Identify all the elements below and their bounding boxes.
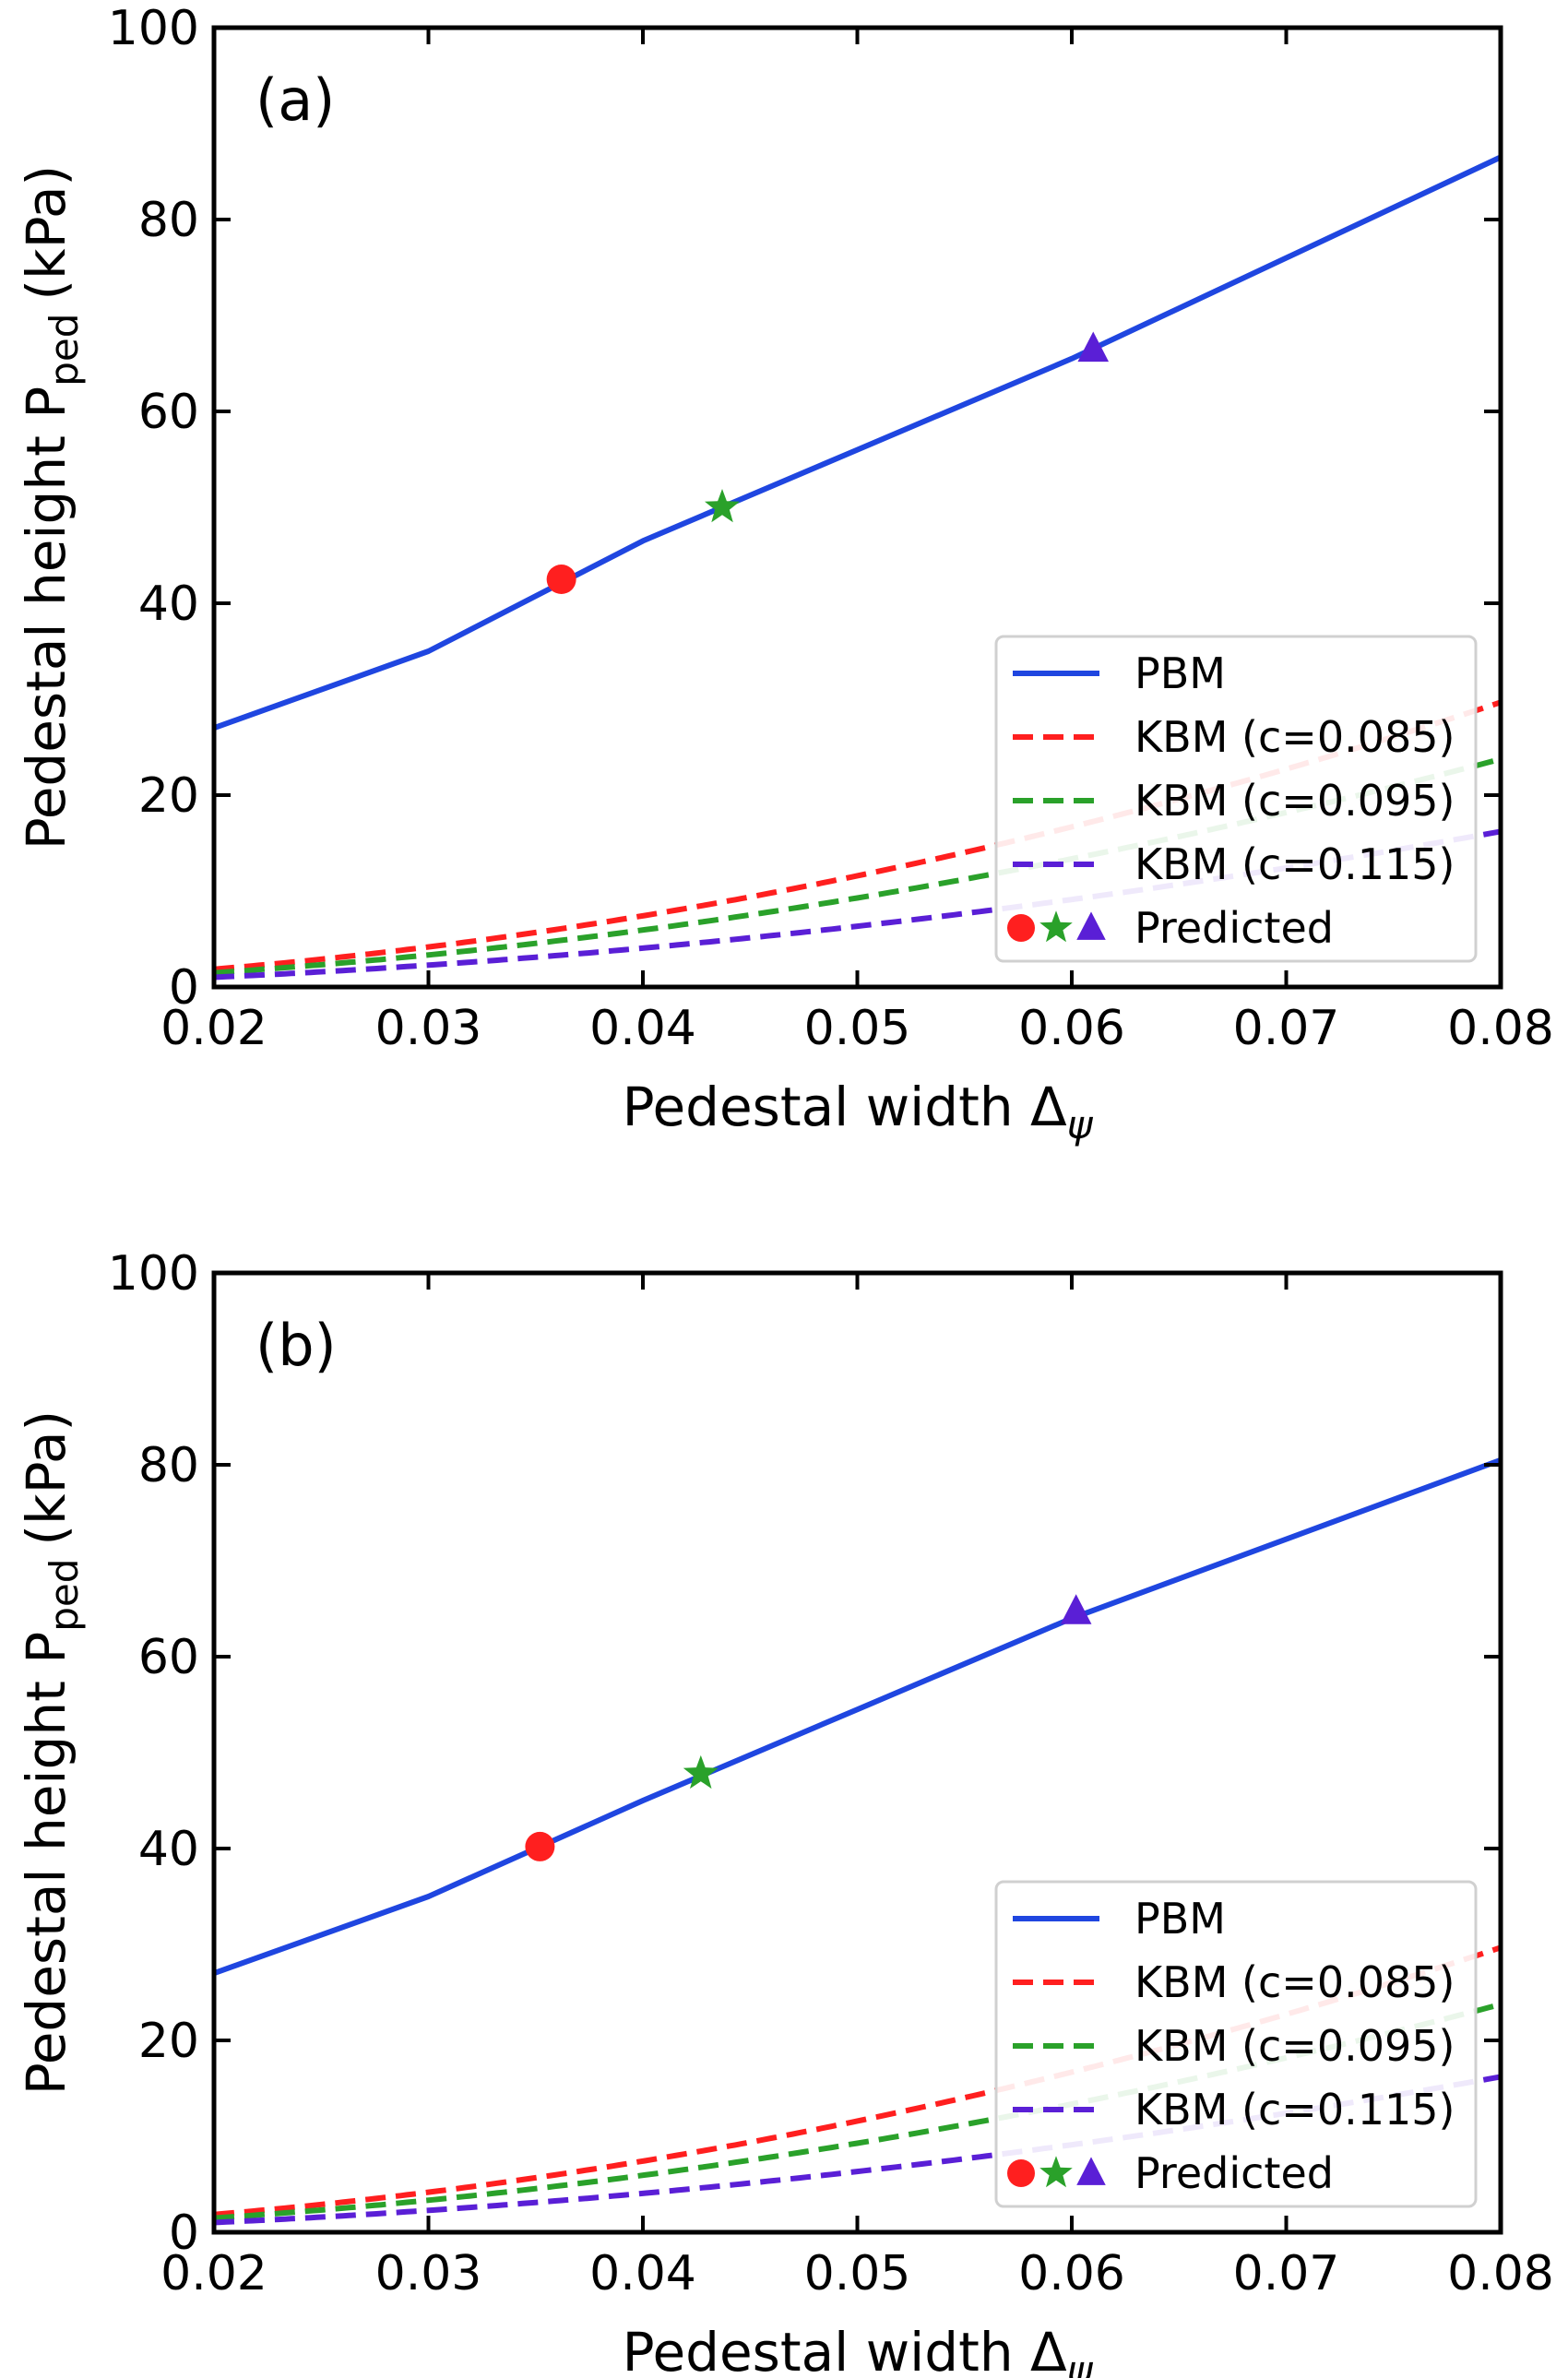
x-axis-label-main: Pedestal width Δ (623, 2321, 1067, 2378)
legend-triangle-marker (1076, 911, 1106, 940)
legend-item: KBM (c=0.115) (1013, 839, 1455, 889)
y-tick-label: 20 (138, 2014, 199, 2069)
y-axis-label-sub: ped (42, 314, 87, 386)
y-axis-label: Pedestal height Pped (kPa) (15, 165, 87, 850)
y-axis-label-unit: (kPa) (15, 165, 77, 301)
y-tick-label: 40 (138, 1822, 199, 1877)
predicted-triangle-marker (1077, 331, 1110, 363)
legend-item: KBM (c=0.095) (1013, 776, 1455, 826)
predicted-circle-marker (525, 1831, 555, 1861)
x-tick-label: 0.06 (1018, 1001, 1125, 1056)
legend-item: KBM (c=0.095) (1013, 2021, 1455, 2071)
x-tick-label: 0.02 (160, 1001, 267, 1056)
legend: PBM KBM (c=0.085) KBM (c=0.095) KBM (c=0.11… (994, 1880, 1478, 2208)
legend-label: PBM (1134, 648, 1226, 698)
x-axis-label-main: Pedestal width Δ (623, 1076, 1067, 1138)
legend-item: Predicted (1007, 2148, 1334, 2198)
x-tick-label: 0.07 (1233, 1001, 1340, 1056)
legend-label: KBM (c=0.085) (1134, 712, 1455, 762)
x-axis-label-sub: ψ (1067, 2348, 1094, 2378)
y-tick-label: 0 (169, 960, 199, 1016)
chart-panel-a: 0.02 0.03 0.04 0.05 0.06 0.07 0.08 0 20 40 60 80 100… (15, 1, 1554, 1147)
legend-item: KBM (c=0.085) (1013, 1957, 1455, 2007)
x-tick-label: 0.05 (804, 2246, 911, 2301)
y-tick-label: 60 (138, 1630, 199, 1685)
panel-label: (a) (255, 66, 335, 134)
y-tick-label: 40 (138, 577, 199, 632)
y-axis-label: Pedestal height Pped (kPa) (15, 1410, 87, 2095)
legend-item: KBM (c=0.085) (1013, 712, 1455, 762)
predicted-star-marker (705, 489, 740, 523)
legend-label: PBM (1134, 1894, 1226, 1944)
legend: PBM KBM (c=0.085) KBM (c=0.095) KBM (c=0.11… (994, 635, 1478, 963)
x-axis-label-sub: ψ (1067, 1102, 1094, 1147)
series-line (214, 1457, 1501, 1977)
x-axis-label: Pedestal width Δψ (623, 2321, 1094, 2378)
legend-item: PBM (1013, 648, 1226, 698)
chart-panel-b: 0.02 0.03 0.04 0.05 0.06 0.07 0.08 0 20 40 60 80 100… (15, 1246, 1554, 2378)
series-line (214, 154, 1501, 731)
legend-circle-marker (1007, 914, 1035, 942)
legend-label: KBM (c=0.095) (1134, 776, 1455, 826)
legend-triangle-marker (1076, 2157, 1106, 2185)
x-tick-label: 0.04 (589, 1001, 696, 1056)
y-tick-label: 80 (138, 193, 199, 248)
x-tick-label: 0.05 (804, 1001, 911, 1056)
y-tick-label: 100 (108, 1246, 199, 1302)
legend-label: Predicted (1134, 903, 1334, 953)
series-line (214, 1944, 1501, 2217)
legend-label: KBM (c=0.085) (1134, 1957, 1455, 2007)
legend-box (994, 635, 1478, 963)
legend-label: KBM (c=0.115) (1134, 2085, 1455, 2134)
y-tick-label: 20 (138, 768, 199, 824)
x-tick-label: 0.08 (1447, 2246, 1554, 2301)
x-tick-label: 0.06 (1018, 2246, 1125, 2301)
x-axis-label: Pedestal width Δψ (623, 1076, 1094, 1147)
y-axis-label-sub: ped (42, 1559, 87, 1632)
x-tick-label: 0.03 (375, 2246, 482, 2301)
legend-item: PBM (1013, 1894, 1226, 1944)
x-tick-label: 0.02 (160, 2246, 267, 2301)
predicted-triangle-marker (1060, 1594, 1092, 1624)
series-line (214, 699, 1501, 972)
y-tick-label: 80 (138, 1438, 199, 1493)
x-tick-label: 0.08 (1447, 1001, 1554, 1056)
x-tick-label: 0.07 (1233, 2246, 1340, 2301)
panel-label: (b) (255, 1312, 337, 1379)
legend-label: KBM (c=0.095) (1134, 2021, 1455, 2071)
y-tick-label: 60 (138, 385, 199, 440)
legend-item: Predicted (1007, 903, 1334, 953)
legend-star-marker (1039, 2156, 1073, 2188)
legend-item: KBM (c=0.115) (1013, 2085, 1455, 2134)
y-axis-label-main: Pedestal height P (15, 1632, 77, 2095)
legend-circle-marker (1007, 2159, 1035, 2187)
legend-star-marker (1039, 910, 1073, 943)
legend-label: KBM (c=0.115) (1134, 839, 1455, 889)
predicted-circle-marker (546, 565, 576, 594)
x-tick-label: 0.03 (375, 1001, 482, 1056)
predicted-star-marker (683, 1754, 719, 1789)
y-axis-label-unit: (kPa) (15, 1410, 77, 1546)
legend-label: Predicted (1134, 2148, 1334, 2198)
legend-box (994, 1880, 1478, 2208)
y-tick-label: 100 (108, 1, 199, 56)
x-tick-label: 0.04 (589, 2246, 696, 2301)
y-tick-label: 0 (169, 2206, 199, 2261)
y-axis-label-main: Pedestal height P (15, 386, 77, 850)
